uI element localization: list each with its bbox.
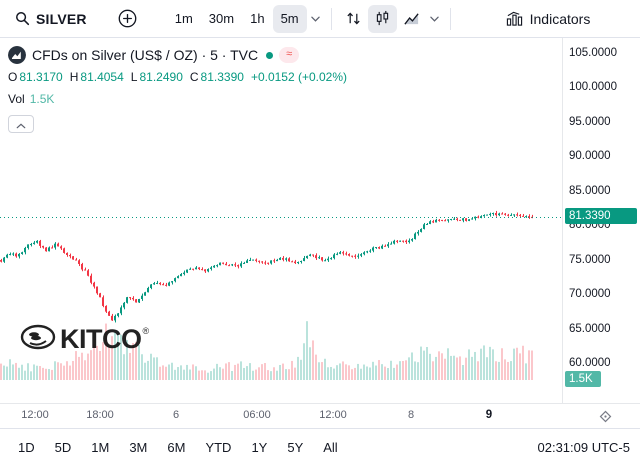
time-tick-label: 9 [485, 409, 493, 421]
symbol-search-button[interactable]: SILVER [8, 5, 94, 33]
vol-label: Vol [8, 92, 25, 106]
watermark-text: KITCO [60, 324, 142, 354]
kitco-watermark: KITCO ® [20, 324, 149, 355]
interval-menu-button[interactable] [307, 5, 324, 33]
compare-arrows-button[interactable] [339, 5, 368, 33]
search-icon [15, 11, 30, 26]
candlestick-icon [374, 10, 391, 27]
time-tick-label: 6 [172, 409, 180, 421]
area-chart-icon [403, 10, 420, 27]
range-button-5D[interactable]: 5D [47, 436, 80, 459]
price-tick-label: 95.0000 [569, 115, 611, 128]
high-value: 81.4054 [80, 70, 124, 84]
indicators-button[interactable]: Indicators [498, 5, 598, 33]
interval-button-group: 1m 30m 1h 5m [167, 4, 307, 33]
symbol-logo [8, 46, 26, 64]
clock-timezone[interactable]: 02:31:09 UTC-5 [537, 440, 631, 455]
watermark-reg-mark: ® [142, 325, 150, 336]
interval-button-5m[interactable]: 5m [272, 4, 307, 33]
legend-ohlc-row: O 81.3170 H 81.4054 L 81.2490 C 81.3390 +0.0… [8, 66, 347, 88]
legend-title: CFDs on Silver (US$ / OZ) · 5 · TVC [32, 47, 259, 63]
time-tick-label: 8 [407, 409, 415, 421]
approx-values-badge[interactable]: ≈ [279, 47, 300, 63]
time-tick-label: 12:00 [319, 409, 347, 421]
compare-add-symbol-button[interactable] [110, 5, 145, 33]
range-button-1Y[interactable]: 1Y [243, 436, 275, 459]
top-toolbar: SILVER 1m 30m 1h 5m [0, 0, 640, 38]
range-button-1M[interactable]: 1M [83, 436, 117, 459]
indicators-icon [505, 10, 524, 27]
style-menu-button[interactable] [426, 5, 443, 33]
price-tick-label: 90.0000 [569, 150, 611, 163]
price-tick-label: 75.0000 [569, 253, 611, 266]
volume-axis-label: 1.5K [565, 371, 601, 387]
price-axis[interactable]: 81.3390 1.5K 105.0000 100.0000 95.0000 90.0… [562, 38, 640, 403]
plus-circle-icon [117, 8, 138, 29]
bottom-toolbar: 1D 5D 1M 3M 6M YTD 1Y 5Y All 02:31:09 UTC-5 [0, 428, 640, 466]
price-tick-label: 70.0000 [569, 288, 611, 301]
market-status-dot [266, 51, 274, 59]
chevron-down-icon [429, 16, 439, 22]
date-range-group: 1D 5D 1M 3M 6M YTD 1Y 5Y All [10, 436, 346, 459]
close-value: 81.3390 [200, 70, 244, 84]
indicators-label: Indicators [529, 10, 591, 27]
range-button-All[interactable]: All [315, 436, 345, 459]
interval-button-1h[interactable]: 1h [242, 5, 272, 33]
interval-button-1m[interactable]: 1m [167, 5, 201, 33]
range-button-5Y[interactable]: 5Y [279, 436, 311, 459]
area-style-button[interactable] [397, 5, 426, 33]
price-tick-label: 85.0000 [569, 184, 611, 197]
chevron-up-icon [16, 117, 26, 132]
price-tick-label: 105.0000 [569, 46, 617, 59]
settings-gear-icon[interactable] [597, 408, 614, 428]
vol-value: 1.5K [29, 92, 55, 106]
chevron-down-icon [310, 16, 320, 22]
price-chart-canvas[interactable] [0, 38, 562, 403]
price-tick-label: 65.0000 [569, 322, 611, 335]
arrows-updown-icon [345, 10, 362, 27]
legend-title-row: CFDs on Silver (US$ / OZ) · 5 · TVC ≈ [8, 44, 347, 66]
low-label: L [130, 70, 138, 84]
legend-collapse-button[interactable] [8, 115, 34, 133]
price-tick-label: 60.0000 [569, 356, 611, 369]
range-button-YTD[interactable]: YTD [197, 436, 239, 459]
range-button-6M[interactable]: 6M [159, 436, 193, 459]
chart-area: 81.3390 1.5K 105.0000 100.0000 95.0000 90.0… [0, 38, 640, 403]
low-value: 81.2490 [139, 70, 183, 84]
interval-button-30m[interactable]: 30m [201, 5, 242, 33]
candlestick-style-button[interactable] [367, 4, 397, 33]
kitco-logo [20, 324, 56, 355]
last-price-label: 81.3390 [565, 207, 637, 224]
price-tick-label: 100.0000 [569, 81, 617, 94]
close-label: C [189, 70, 199, 84]
range-button-1D[interactable]: 1D [10, 436, 43, 459]
time-tick-label: 18:00 [86, 409, 114, 421]
change-value: +0.0152 (+0.02%) [250, 70, 348, 84]
symbol-label: SILVER [36, 10, 87, 27]
time-tick-label: 06:00 [243, 409, 271, 421]
open-label: O [8, 70, 18, 84]
range-button-3M[interactable]: 3M [121, 436, 155, 459]
toolbar-separator [330, 7, 332, 30]
open-value: 81.3170 [19, 70, 63, 84]
legend-volume-row: Vol 1.5K [8, 88, 347, 110]
time-tick-label: 12:00 [21, 409, 49, 421]
time-axis[interactable]: 12:00 18:00 6 06:00 12:00 8 9 [0, 403, 640, 428]
toolbar-separator [449, 7, 451, 30]
high-label: H [69, 70, 79, 84]
